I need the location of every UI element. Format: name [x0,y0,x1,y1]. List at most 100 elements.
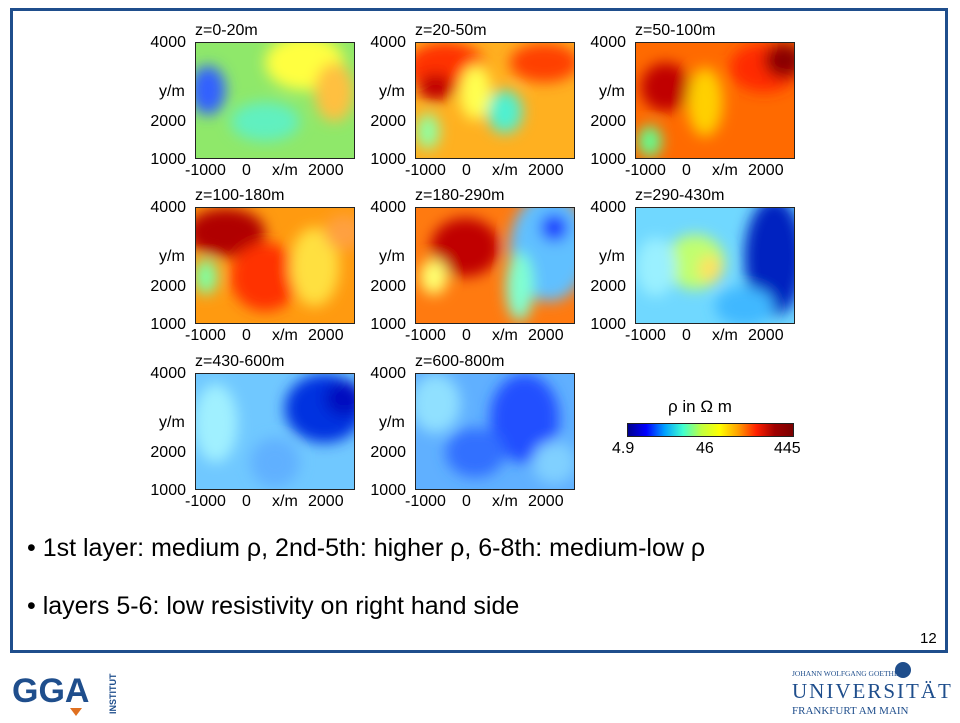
bullet-1: • 1st layer: medium ρ, 2nd-5th: higher ρ… [27,534,706,562]
depth-slice-panel: z=290-430m 4000 2000 1000 y/m -1000 0 x/m 2000 [578,187,808,360]
y-axis-label: y/m [379,248,405,265]
y-tick-label: 1000 [370,151,406,168]
x-tick-label: 0 [242,493,251,510]
x-tick-label: x/m [492,162,518,179]
x-tick-label: -1000 [185,493,226,510]
depth-slice-panel: z=600-800m 4000 2000 1000 y/m -1000 0 x/m 2000 [358,353,588,526]
x-tick-label: 2000 [528,162,564,179]
y-tick-label: 4000 [590,199,626,216]
x-tick-label: x/m [272,162,298,179]
y-tick-label: 2000 [370,444,406,461]
colorbar-tick-max: 445 [774,440,801,457]
x-tick-label: 0 [682,327,691,344]
y-tick-label: 1000 [370,482,406,499]
uni-line3: FRANKFURT AM MAIN [792,705,909,717]
uni-line2: UNIVERSITÄT [792,679,952,703]
y-tick-label: 1000 [590,316,626,333]
x-tick-label: 2000 [308,162,344,179]
x-tick-label: 2000 [308,493,344,510]
y-tick-label: 1000 [370,316,406,333]
colorbar-tick-min: 4.9 [612,440,635,457]
x-tick-label: 0 [242,162,251,179]
x-tick-label: x/m [712,162,738,179]
x-tick-label: -1000 [405,493,446,510]
y-tick-label: 1000 [150,316,186,333]
resistivity-map [635,42,795,159]
uni-line1: JOHANN WOLFGANG GOETHE [792,669,899,678]
y-tick-label: 4000 [370,34,406,51]
x-tick-label: 2000 [308,327,344,344]
x-tick-label: x/m [492,327,518,344]
panel-title: z=100-180m [195,187,285,204]
y-tick-label: 2000 [150,444,186,461]
x-tick-label: -1000 [405,327,446,344]
x-tick-label: 0 [682,162,691,179]
bullet-2: • layers 5-6: low resistivity on right h… [27,592,520,620]
y-tick-label: 1000 [590,151,626,168]
panel-title: z=0-20m [195,22,258,39]
depth-slice-panel: z=430-600m 4000 2000 1000 y/m -1000 0 x/m 2000 [138,353,368,526]
x-tick-label: x/m [272,327,298,344]
x-tick-label: x/m [492,493,518,510]
y-tick-label: 4000 [150,199,186,216]
resistivity-map [415,373,575,490]
resistivity-map [195,207,355,324]
x-tick-label: x/m [272,493,298,510]
resistivity-map [635,207,795,324]
panel-title: z=430-600m [195,353,285,370]
y-tick-label: 2000 [150,278,186,295]
x-tick-label: -1000 [405,162,446,179]
depth-slice-panel: z=180-290m 4000 2000 1000 y/m -1000 0 x/m 2000 [358,187,588,360]
panel-title: z=290-430m [635,187,725,204]
goethe-portrait-icon [895,662,911,678]
y-axis-label: y/m [599,83,625,100]
y-axis-label: y/m [379,83,405,100]
x-tick-label: 2000 [528,493,564,510]
x-tick-label: 2000 [748,162,784,179]
panel-title: z=600-800m [415,353,505,370]
y-tick-label: 4000 [590,34,626,51]
colorbar [627,423,794,437]
x-tick-label: -1000 [625,162,666,179]
y-tick-label: 1000 [150,482,186,499]
x-tick-label: 0 [462,162,471,179]
y-axis-label: y/m [599,248,625,265]
gga-logo-sub: INSTITUT [108,673,118,714]
x-tick-label: 0 [462,327,471,344]
depth-slice-panel: z=50-100m 4000 2000 1000 y/m -1000 0 x/m 2000 [578,22,808,195]
depth-slice-panel: z=100-180m 4000 2000 1000 y/m -1000 0 x/m 2000 [138,187,368,360]
gga-logo: GGA INSTITUT [12,668,122,718]
colorbar-tick-mid: 46 [696,440,714,457]
panel-title: z=180-290m [415,187,505,204]
gga-logo-text: GGA [12,672,89,710]
y-tick-label: 1000 [150,151,186,168]
x-tick-label: 2000 [528,327,564,344]
resistivity-map [195,42,355,159]
y-axis-label: y/m [379,414,405,431]
y-tick-label: 4000 [150,34,186,51]
panel-title: z=50-100m [635,22,716,39]
x-tick-label: 2000 [748,327,784,344]
depth-slice-panel: z=20-50m 4000 2000 1000 y/m -1000 0 x/m 2000 [358,22,588,195]
y-tick-label: 4000 [150,365,186,382]
y-tick-label: 2000 [590,278,626,295]
page-number: 12 [920,630,937,647]
y-axis-label: y/m [159,248,185,265]
y-tick-label: 2000 [590,113,626,130]
colorbar-title: ρ in Ω m [668,397,732,416]
depth-slice-panel: z=0-20m 4000 2000 1000 y/m -1000 0 x/m 2000 [138,22,368,195]
x-tick-label: -1000 [625,327,666,344]
resistivity-map [195,373,355,490]
y-tick-label: 4000 [370,365,406,382]
y-axis-label: y/m [159,83,185,100]
x-tick-label: 0 [242,327,251,344]
x-tick-label: 0 [462,493,471,510]
y-tick-label: 2000 [150,113,186,130]
y-tick-label: 4000 [370,199,406,216]
y-tick-label: 2000 [370,113,406,130]
university-logo: JOHANN WOLFGANG GOETHE UNIVERSITÄT FRANK… [790,660,952,718]
x-tick-label: -1000 [185,162,226,179]
x-tick-label: -1000 [185,327,226,344]
resistivity-map [415,42,575,159]
resistivity-map [415,207,575,324]
